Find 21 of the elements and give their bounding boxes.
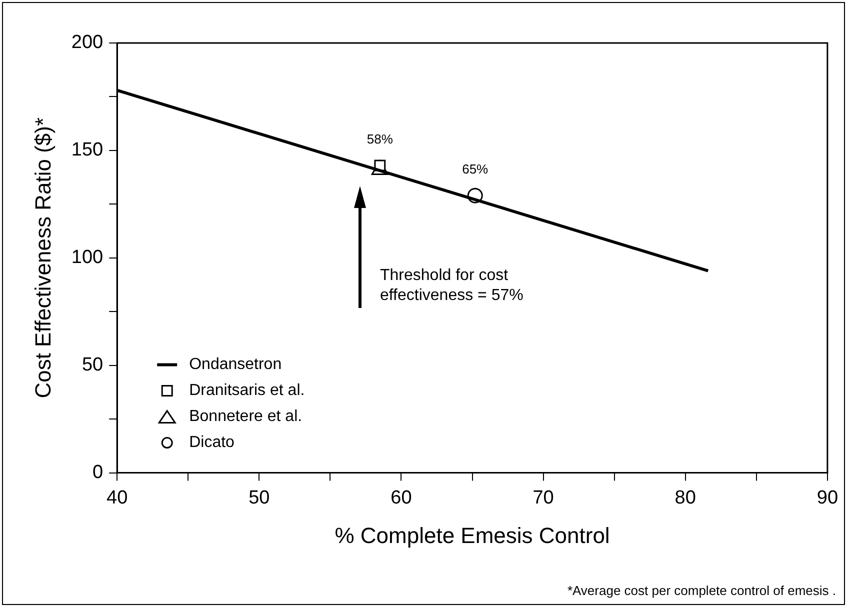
x-tick-label: 60 (390, 487, 412, 508)
y-tick-label: 150 (71, 140, 104, 161)
legend-label: Ondansetron (189, 356, 282, 374)
x-tick-label: 50 (248, 487, 270, 508)
x-tick-label: 40 (106, 487, 128, 508)
x-tick-label: 70 (532, 487, 554, 508)
annotation: Threshold for cost effectiveness = 57% (380, 266, 524, 306)
text: *Average cost per complete control of emesis . (567, 583, 836, 598)
legend-label: Bonnetere et al. (189, 408, 302, 426)
legend-label: Dicato (189, 434, 235, 452)
annotation: 65% (462, 162, 489, 177)
y-tick-label: 100 (71, 247, 104, 268)
x-tick-label: 80 (674, 487, 696, 508)
y-tick-label: 50 (82, 354, 104, 376)
annotation: 58% (366, 131, 394, 146)
y-axis-title: Cost Effectiveness Ratio ($)* (30, 117, 56, 398)
legend-label: Dranitsaris et al. (189, 382, 305, 400)
x-axis-title: % Complete Emesis Control (334, 522, 610, 548)
x-tick-label: 90 (816, 487, 838, 508)
y-tick-label: 0 (92, 462, 104, 484)
y-tick-label: 200 (71, 32, 104, 54)
